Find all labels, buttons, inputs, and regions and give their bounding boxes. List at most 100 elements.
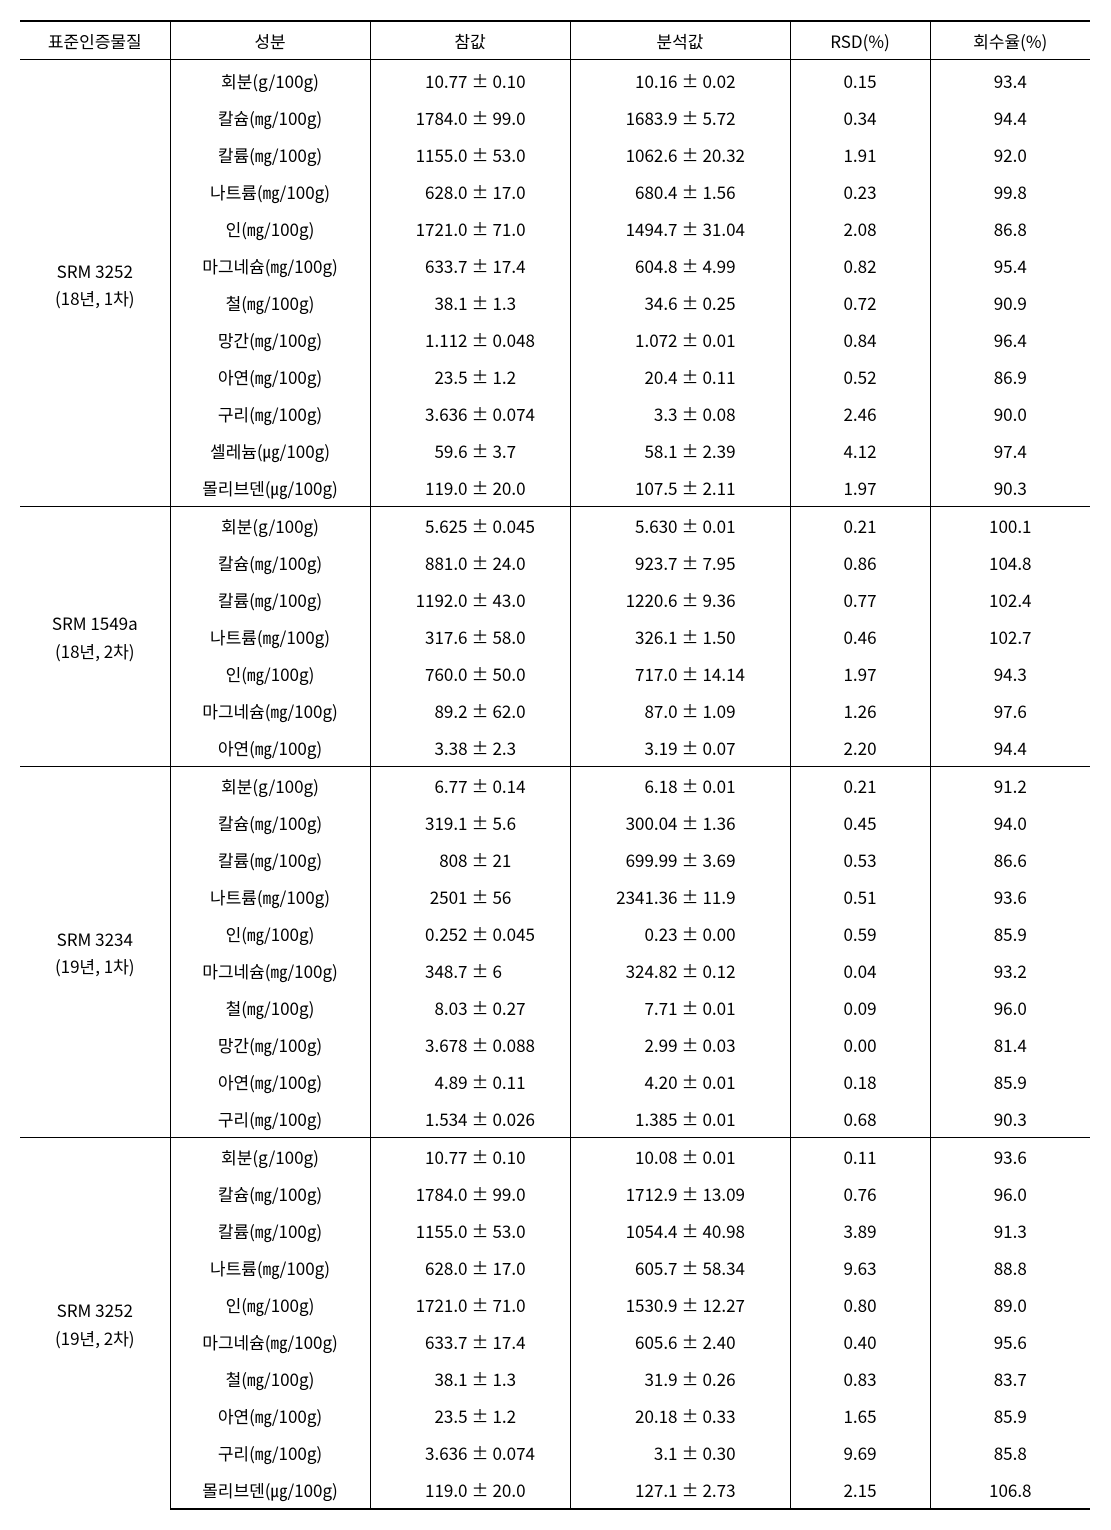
reference-cell: 38.1±1.3 xyxy=(370,1360,570,1397)
recovery-cell: 92.0 xyxy=(930,136,1090,173)
recovery-cell: 94.0 xyxy=(930,804,1090,841)
table-row: 칼슘(㎎/100g)319.1±5.6300.04±1.360.4594.0 xyxy=(20,804,1090,841)
header-row: 표준인증물질 성분 참값 분석값 RSD(%) 회수율(%) xyxy=(20,21,1090,60)
recovery-cell: 94.4 xyxy=(930,99,1090,136)
rsd-cell: 1.97 xyxy=(790,655,930,692)
material-cell: SRM 1549a(18년, 2차) xyxy=(20,507,170,767)
reference-cell: 808±21 xyxy=(370,841,570,878)
recovery-cell: 93.6 xyxy=(930,1138,1090,1176)
reference-cell: 633.7±17.4 xyxy=(370,1323,570,1360)
rsd-cell: 2.08 xyxy=(790,210,930,247)
recovery-cell: 86.9 xyxy=(930,358,1090,395)
reference-cell: 881.0±24.0 xyxy=(370,544,570,581)
rsd-cell: 1.65 xyxy=(790,1397,930,1434)
component-cell: 셀레늄(㎍/100g) xyxy=(170,432,370,469)
component-cell: 구리(㎎/100g) xyxy=(170,1434,370,1471)
rsd-cell: 0.21 xyxy=(790,507,930,545)
table-row: 마그네슘(㎎/100g)633.7±17.4604.8±4.990.8295.4 xyxy=(20,247,1090,284)
recovery-cell: 86.8 xyxy=(930,210,1090,247)
component-cell: 아연(㎎/100g) xyxy=(170,729,370,767)
component-cell: 나트륨(㎎/100g) xyxy=(170,618,370,655)
component-cell: 인(㎎/100g) xyxy=(170,1286,370,1323)
analysis-cell: 3.3±0.08 xyxy=(570,395,790,432)
rsd-cell: 0.52 xyxy=(790,358,930,395)
table-row: 칼륨(㎎/100g)1192.0±43.01220.6±9.360.77102.… xyxy=(20,581,1090,618)
analysis-cell: 20.4±0.11 xyxy=(570,358,790,395)
analysis-cell: 923.7±7.95 xyxy=(570,544,790,581)
component-cell: 마그네슘(㎎/100g) xyxy=(170,1323,370,1360)
material-name: SRM 3252 xyxy=(24,1296,166,1323)
table-row: 칼슘(㎎/100g)1784.0±99.01712.9±13.090.7696.… xyxy=(20,1175,1090,1212)
material-name: SRM 1549a xyxy=(24,609,166,636)
rsd-cell: 4.12 xyxy=(790,432,930,469)
recovery-cell: 91.3 xyxy=(930,1212,1090,1249)
reference-cell: 23.5±1.2 xyxy=(370,358,570,395)
header-recovery: 회수율(%) xyxy=(930,21,1090,60)
recovery-cell: 81.4 xyxy=(930,1026,1090,1063)
analysis-cell: 1530.9±12.27 xyxy=(570,1286,790,1323)
material-name: SRM 3252 xyxy=(24,257,166,284)
component-cell: 철(㎎/100g) xyxy=(170,284,370,321)
component-cell: 나트륨(㎎/100g) xyxy=(170,878,370,915)
analysis-cell: 605.7±58.34 xyxy=(570,1249,790,1286)
recovery-cell: 97.6 xyxy=(930,692,1090,729)
rsd-cell: 1.91 xyxy=(790,136,930,173)
table-row: 칼륨(㎎/100g)808±21699.99±3.690.5386.6 xyxy=(20,841,1090,878)
table-row: 구리(㎎/100g)1.534±0.0261.385±0.010.6890.3 xyxy=(20,1100,1090,1138)
component-cell: 망간(㎎/100g) xyxy=(170,1026,370,1063)
analysis-cell: 7.71±0.01 xyxy=(570,989,790,1026)
recovery-cell: 99.8 xyxy=(930,173,1090,210)
reference-cell: 8.03±0.27 xyxy=(370,989,570,1026)
recovery-cell: 85.8 xyxy=(930,1434,1090,1471)
component-cell: 구리(㎎/100g) xyxy=(170,1100,370,1138)
material-batch: (19년, 1차) xyxy=(24,952,166,979)
analysis-cell: 604.8±4.99 xyxy=(570,247,790,284)
analysis-cell: 10.08±0.01 xyxy=(570,1138,790,1176)
material-batch: (18년, 2차) xyxy=(24,637,166,664)
header-component: 성분 xyxy=(170,21,370,60)
reference-cell: 1721.0±71.0 xyxy=(370,210,570,247)
table-row: 인(㎎/100g)1721.0±71.01494.7±31.042.0886.8 xyxy=(20,210,1090,247)
recovery-cell: 85.9 xyxy=(930,915,1090,952)
component-cell: 철(㎎/100g) xyxy=(170,1360,370,1397)
analysis-cell: 87.0±1.09 xyxy=(570,692,790,729)
recovery-cell: 90.9 xyxy=(930,284,1090,321)
reference-cell: 317.6±58.0 xyxy=(370,618,570,655)
table-row: 인(㎎/100g)760.0±50.0717.0±14.141.9794.3 xyxy=(20,655,1090,692)
material-cell: SRM 3234(19년, 1차) xyxy=(20,767,170,1138)
component-cell: 회분(g/100g) xyxy=(170,767,370,805)
rsd-cell: 0.80 xyxy=(790,1286,930,1323)
reference-cell: 23.5±1.2 xyxy=(370,1397,570,1434)
recovery-cell: 106.8 xyxy=(930,1471,1090,1509)
analysis-cell: 1494.7±31.04 xyxy=(570,210,790,247)
reference-cell: 1155.0±53.0 xyxy=(370,1212,570,1249)
header-analysis: 분석값 xyxy=(570,21,790,60)
reference-cell: 760.0±50.0 xyxy=(370,655,570,692)
analysis-cell: 1683.9±5.72 xyxy=(570,99,790,136)
component-cell: 칼륨(㎎/100g) xyxy=(170,1212,370,1249)
component-cell: 나트륨(㎎/100g) xyxy=(170,173,370,210)
recovery-cell: 93.2 xyxy=(930,952,1090,989)
component-cell: 철(㎎/100g) xyxy=(170,989,370,1026)
recovery-cell: 95.6 xyxy=(930,1323,1090,1360)
component-cell: 아연(㎎/100g) xyxy=(170,358,370,395)
analysis-cell: 4.20±0.01 xyxy=(570,1063,790,1100)
recovery-cell: 104.8 xyxy=(930,544,1090,581)
srm-analysis-table: 표준인증물질 성분 참값 분석값 RSD(%) 회수율(%) SRM 3252(… xyxy=(20,20,1090,1510)
material-batch: (18년, 1차) xyxy=(24,284,166,311)
table-row: 칼슘(㎎/100g)1784.0±99.01683.9±5.720.3494.4 xyxy=(20,99,1090,136)
rsd-cell: 9.69 xyxy=(790,1434,930,1471)
rsd-cell: 0.09 xyxy=(790,989,930,1026)
analysis-cell: 6.18±0.01 xyxy=(570,767,790,805)
reference-cell: 38.1±1.3 xyxy=(370,284,570,321)
analysis-cell: 300.04±1.36 xyxy=(570,804,790,841)
recovery-cell: 93.4 xyxy=(930,62,1090,99)
table-row: 나트륨(㎎/100g)628.0±17.0605.7±58.349.6388.8 xyxy=(20,1249,1090,1286)
analysis-cell: 1054.4±40.98 xyxy=(570,1212,790,1249)
component-cell: 칼륨(㎎/100g) xyxy=(170,581,370,618)
rsd-cell: 0.21 xyxy=(790,767,930,805)
reference-cell: 1784.0±99.0 xyxy=(370,1175,570,1212)
rsd-cell: 0.82 xyxy=(790,247,930,284)
table-row: 인(㎎/100g)0.252±0.0450.23±0.000.5985.9 xyxy=(20,915,1090,952)
component-cell: 인(㎎/100g) xyxy=(170,210,370,247)
